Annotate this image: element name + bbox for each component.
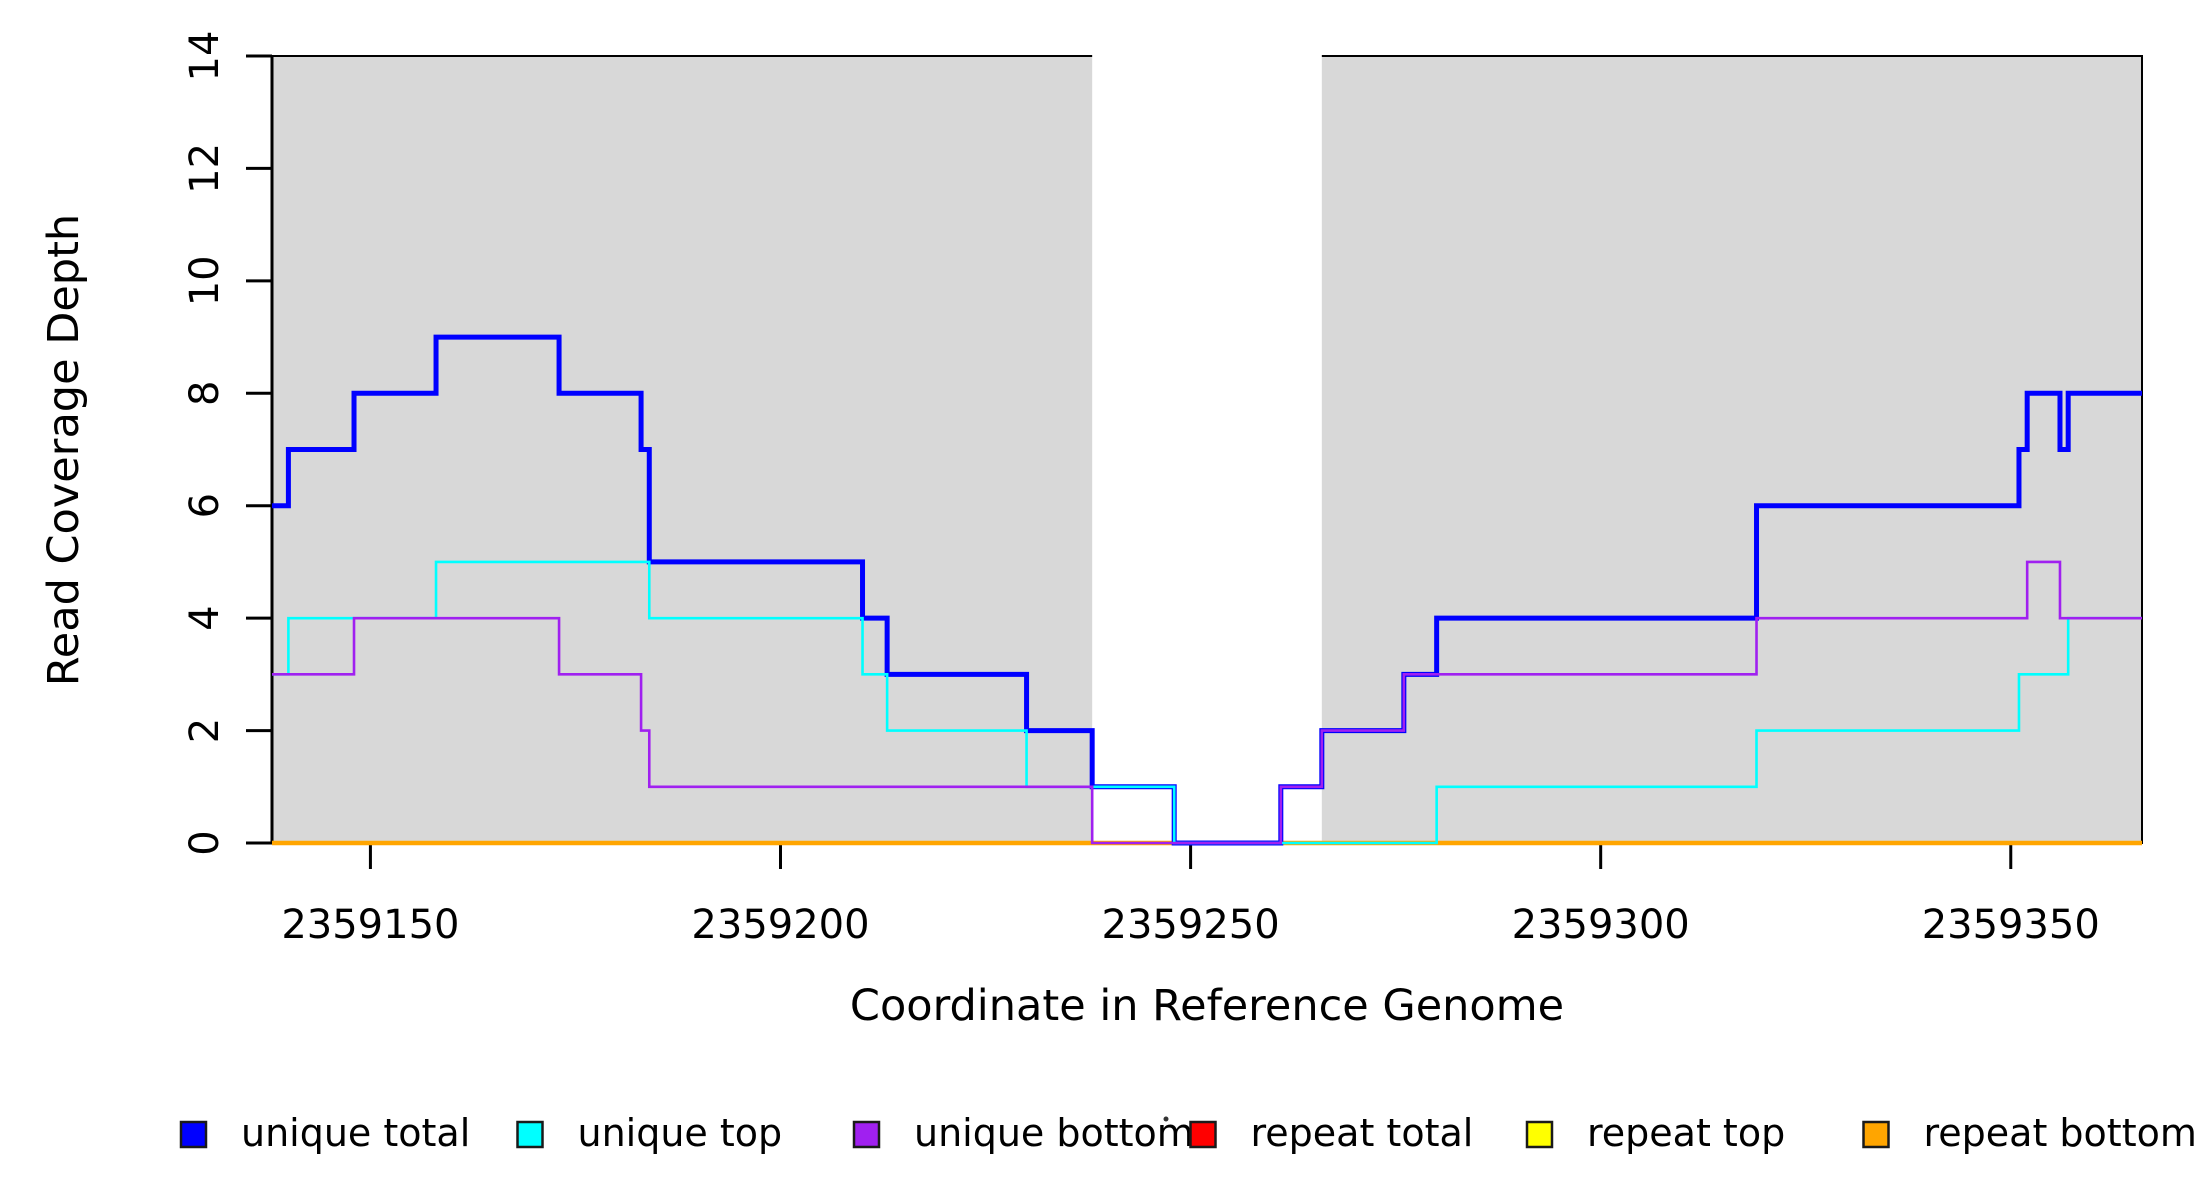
unshaded-gap-rect [1092,52,1322,847]
axes-layer: Read Coverage Depth Coordinate in Refere… [39,31,2100,1031]
legend-item-repeat-total: repeat total [1189,1111,1474,1155]
legend-swatch [179,1120,208,1149]
y-tick-label: 8 [182,381,228,406]
legend-swatch [1189,1120,1217,1149]
legend-label: repeat total [1251,1111,1474,1155]
stray-mark [1163,1116,1169,1122]
legend-item-unique-bottom: unique bottom [852,1111,1194,1155]
legend-label: unique top [578,1111,783,1155]
series-line-unique-top [272,560,2142,845]
legend-item-unique-top: unique top [516,1111,783,1155]
y-tick-label: 6 [182,493,228,518]
x-tick-label: 2359300 [1512,902,1690,948]
legend-label: unique bottom [914,1111,1194,1155]
legend-swatch [852,1120,881,1149]
x-tick-label: 2359350 [1922,902,2100,948]
legend-swatch [1862,1120,1890,1149]
legend-label: repeat top [1587,1111,1785,1155]
legend-label: repeat bottom [1924,1111,2197,1155]
x-tick-label: 2359200 [691,902,869,948]
y-tick-label: 14 [182,31,228,82]
y-tick-label: 12 [182,143,228,194]
x-axis-ticks: 2359150 2359200 2359250 2359300 2359350 [281,842,2100,948]
y-tick-label: 2 [182,718,228,743]
legend-item-repeat-bottom: repeat bottom [1862,1111,2197,1155]
y-axis-ticks: 0 2 4 6 8 10 12 14 [182,31,274,856]
x-tick-label: 2359150 [281,902,459,948]
legend-label: unique total [241,1111,470,1155]
y-axis-title: Read Coverage Depth [39,214,89,686]
legend-swatch [1525,1120,1554,1149]
legend-swatch [516,1120,544,1149]
legend-item-repeat-top: repeat top [1525,1111,1785,1155]
y-tick-label: 4 [182,605,228,630]
legend-item-unique-total: unique total [179,1111,470,1155]
series-layer [272,334,2142,846]
y-tick-label: 0 [182,830,228,855]
y-tick-label: 10 [182,255,228,306]
shaded-regions-layer [271,52,2143,847]
legend: unique total unique top unique bottom repea… [179,1111,2197,1155]
x-tick-label: 2359250 [1102,902,1280,948]
series-line-unique-bottom [272,560,2142,845]
x-axis-title: Coordinate in Reference Genome [850,981,1564,1031]
